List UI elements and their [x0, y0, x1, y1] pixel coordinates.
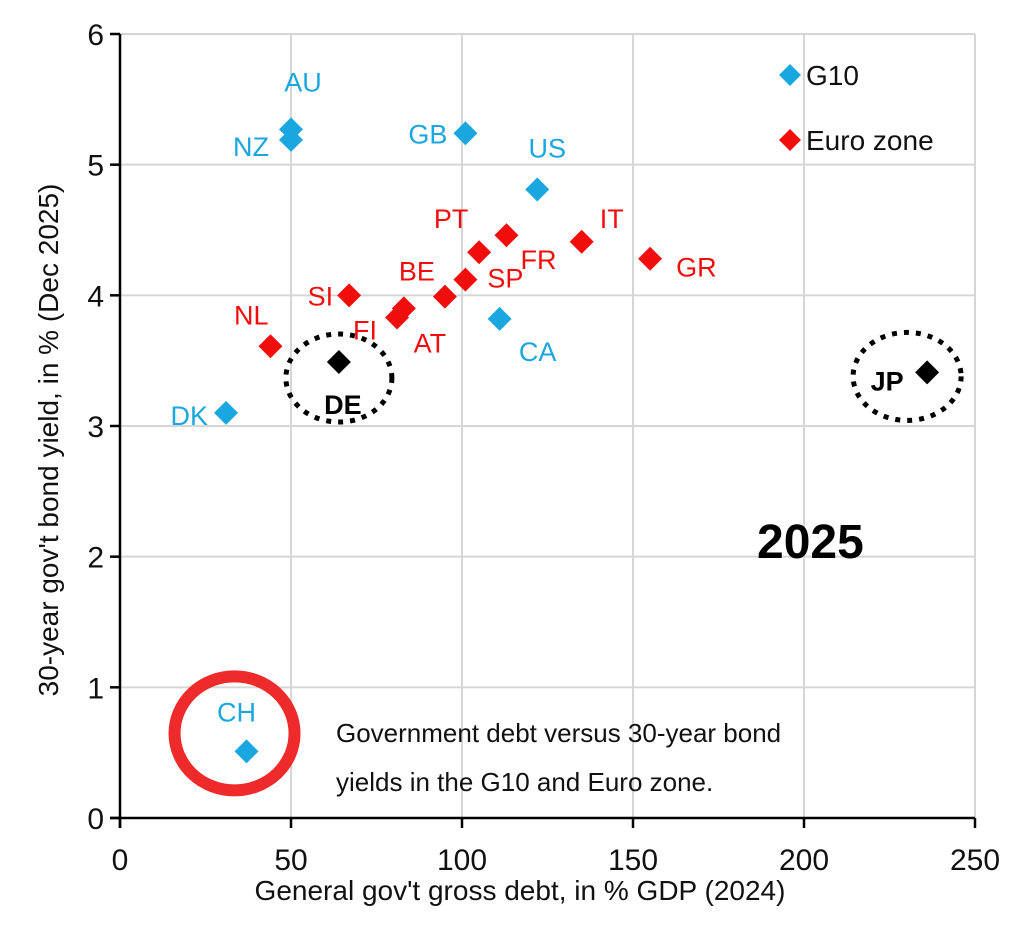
legend: G10 Euro zone — [779, 60, 934, 156]
label-it: IT — [600, 204, 624, 234]
point-de[interactable] — [326, 349, 351, 374]
label-fr: FR — [520, 245, 556, 275]
point-si[interactable] — [337, 283, 362, 308]
legend-item-euro-zone[interactable]: Euro zone — [779, 125, 934, 156]
label-si: SI — [308, 281, 334, 311]
label-gr: GR — [676, 253, 717, 283]
point-dk[interactable] — [214, 400, 239, 425]
legend-label-g10: G10 — [806, 60, 859, 91]
point-pt[interactable] — [467, 240, 492, 265]
point-labels: AU NZ GB US CA DK CH NL SI FI AT BE SP PT FR IT GR DE JP — [171, 67, 904, 727]
highlight-circles — [168, 329, 964, 797]
point-ch[interactable] — [234, 739, 259, 764]
legend-item-g10[interactable]: G10 — [779, 60, 859, 91]
y-tick-label: 3 — [87, 411, 104, 444]
label-nz: NZ — [233, 132, 269, 162]
point-jp[interactable] — [915, 360, 940, 385]
point-be[interactable] — [432, 284, 457, 309]
y-tick-label: 4 — [87, 280, 104, 313]
point-nl[interactable] — [258, 334, 283, 359]
x-tick-label: 50 — [274, 844, 307, 877]
label-pt: PT — [434, 204, 469, 234]
x-tick-label: 250 — [950, 844, 1000, 877]
label-fi: FI — [353, 316, 377, 346]
y-tick-label: 2 — [87, 542, 104, 575]
x-tick-label: 150 — [608, 844, 658, 877]
point-gb[interactable] — [453, 121, 478, 146]
x-axis-title: General gov't gross debt, in % GDP (2024… — [255, 875, 786, 906]
label-ca: CA — [519, 337, 557, 367]
label-gb: GB — [408, 119, 447, 149]
point-it[interactable] — [569, 229, 594, 254]
y-tick-label: 1 — [87, 672, 104, 705]
point-nz[interactable] — [279, 127, 303, 152]
point-at[interactable] — [391, 296, 416, 321]
label-ch: CH — [217, 697, 256, 727]
point-fr[interactable] — [494, 223, 519, 248]
y-tick-label: 6 — [87, 19, 104, 52]
caption-line-2: yields in the G10 and Euro zone. — [336, 767, 713, 797]
caption-line-1: Government debt versus 30-year bond — [336, 718, 781, 748]
de-dotted-circle — [283, 331, 395, 425]
label-us: US — [528, 133, 566, 163]
y-tick-label: 5 — [87, 150, 104, 183]
label-dk: DK — [171, 401, 209, 431]
label-sp: SP — [487, 264, 523, 294]
label-jp: JP — [871, 366, 904, 396]
label-de: DE — [324, 390, 362, 420]
legend-label-euro-zone: Euro zone — [806, 125, 934, 156]
label-nl: NL — [234, 300, 269, 330]
y-tick-labels: 0 1 2 3 4 5 6 — [87, 19, 104, 836]
point-sp[interactable] — [453, 267, 478, 292]
point-gr[interactable] — [638, 246, 663, 271]
x-tick-label: 100 — [437, 844, 487, 877]
legend-marker-g10 — [779, 64, 801, 86]
point-us[interactable] — [525, 177, 550, 202]
jp-dotted-circle — [850, 329, 964, 423]
x-tick-labels: 0 50 100 150 200 250 — [112, 844, 1000, 877]
label-be: BE — [399, 257, 435, 287]
year-annotation: 2025 — [757, 516, 864, 569]
x-tick-label: 0 — [112, 844, 129, 877]
label-at: AT — [414, 328, 447, 358]
point-ca[interactable] — [487, 306, 512, 331]
x-tick-label: 200 — [779, 844, 829, 877]
y-tick-label: 0 — [87, 803, 104, 836]
y-axis-title: 30-year gov't bond yield, in % (Dec 2025… — [33, 184, 64, 697]
legend-marker-euro-zone — [779, 129, 801, 151]
label-au: AU — [284, 67, 322, 97]
data-points — [214, 117, 940, 764]
axes — [110, 32, 977, 828]
ch-red-ring — [168, 670, 301, 797]
